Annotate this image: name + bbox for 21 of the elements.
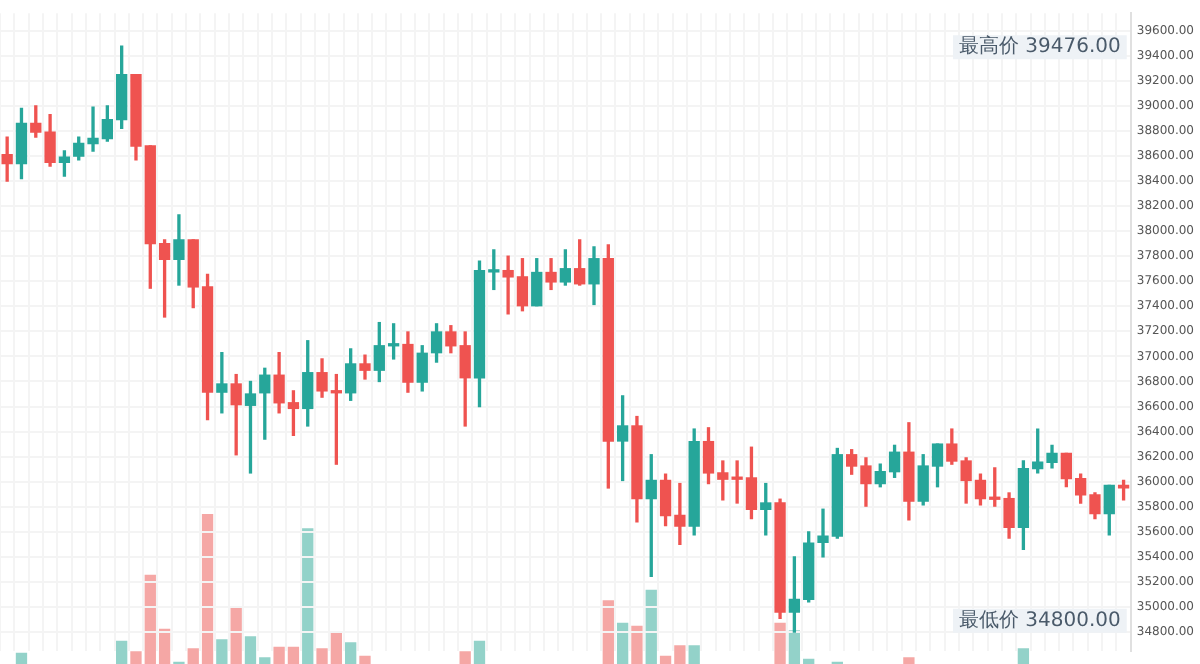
bar: [616, 622, 629, 664]
annotation: 最低价 34800.00: [958, 607, 1121, 632]
bar: [345, 642, 357, 664]
annotation: 最高价 39476.00: [958, 34, 1121, 59]
candlestick: [1, 136, 13, 182]
bar: [602, 600, 614, 664]
bar: [15, 652, 28, 664]
bar: [359, 655, 371, 664]
bar: [1017, 648, 1030, 664]
bar: [645, 589, 657, 664]
bar: [459, 651, 471, 664]
candlestick: [216, 352, 228, 414]
bar: [116, 640, 128, 664]
bar: [774, 622, 786, 664]
bar: [230, 606, 242, 664]
bar: [302, 528, 314, 664]
bar: [216, 639, 228, 664]
bar: [473, 640, 486, 664]
bar: [688, 645, 700, 664]
bar: [631, 625, 643, 664]
bar: [903, 657, 915, 664]
